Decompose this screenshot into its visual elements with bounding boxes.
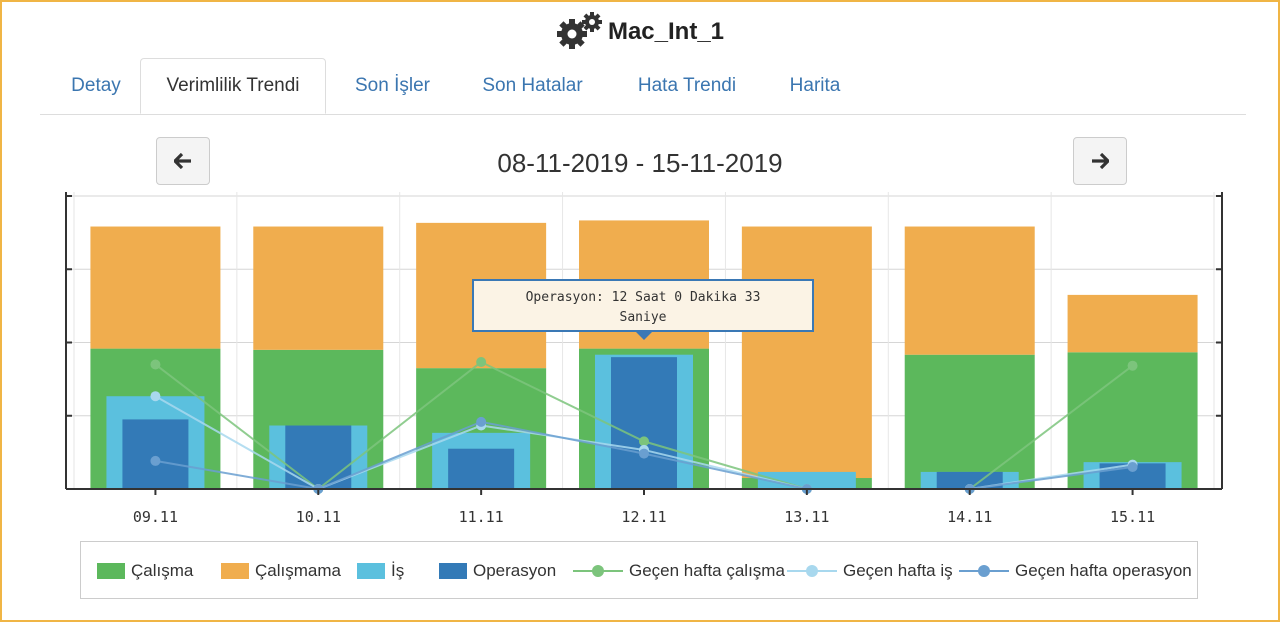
x-tick-label: 15.11	[1110, 508, 1155, 526]
legend-label: İş	[391, 561, 405, 580]
tooltip-line-2: Saniye	[619, 310, 667, 325]
line-gecen-hafta-calisma-point	[476, 357, 487, 368]
legend-swatch	[357, 563, 385, 579]
legend-item-gecen-hafta-is[interactable]: Geçen hafta iş	[787, 542, 953, 600]
tab-bar: Detay Verimlilik Trendi Son İşler Son Ha…	[40, 58, 1246, 115]
legend-label: Çalışma	[131, 561, 194, 580]
date-range: 08-11-2019 - 15-11-2019	[497, 148, 783, 178]
x-tick-label: 14.11	[947, 508, 992, 526]
tab-harita[interactable]: Harita	[789, 75, 841, 96]
machine-name: Mac_Int_1	[607, 18, 725, 45]
arrow-left-icon	[174, 153, 191, 169]
legend-label: Operasyon	[473, 561, 557, 580]
line-gecen-hafta-operasyon-point	[1127, 462, 1138, 473]
next-week-button[interactable]	[1073, 137, 1127, 185]
bar-operasyon	[611, 357, 677, 489]
tab-detay[interactable]: Detay	[71, 75, 121, 96]
bar-is	[757, 471, 856, 489]
tab-verimlilik-trendi[interactable]: Verimlilik Trendi	[140, 58, 326, 114]
legend-swatch	[97, 563, 125, 579]
line-gecen-hafta-operasyon-point	[150, 455, 161, 466]
line-gecen-hafta-calisma-point	[639, 436, 649, 447]
x-tick-label: 12.11	[621, 508, 666, 526]
gears-icon	[556, 12, 602, 49]
x-tick-label: 13.11	[784, 508, 829, 526]
line-gecen-hafta-is-point	[150, 391, 161, 402]
legend-item-calismama[interactable]: Çalışmama	[221, 542, 341, 600]
x-tick-label: 11.11	[459, 508, 504, 526]
line-gecen-hafta-calisma-point	[1127, 360, 1138, 371]
x-tick-label: 09.11	[133, 508, 178, 526]
bar-calismama	[741, 226, 872, 479]
machine-title: Mac_Int_1	[0, 12, 1280, 52]
tab-hata-trendi[interactable]: Hata Trendi	[637, 75, 737, 96]
bar-calismama	[90, 226, 221, 349]
chart-legend: Çalışma Çalışmama İş Operasyon Geçen haf…	[80, 541, 1198, 599]
legend-swatch	[573, 563, 623, 579]
legend-swatch	[439, 563, 467, 579]
legend-swatch	[959, 563, 1009, 579]
bar-operasyon	[285, 425, 352, 489]
tooltip-pointer	[634, 330, 654, 340]
line-gecen-hafta-calisma-point	[150, 359, 161, 370]
legend-label: Geçen hafta iş	[843, 561, 953, 580]
tab-son-isler[interactable]: Son İşler	[355, 75, 430, 96]
bar-calismama	[904, 226, 1035, 355]
bar-calisma	[904, 354, 1035, 489]
arrow-right-icon	[1092, 153, 1109, 169]
legend-swatch	[787, 563, 837, 579]
legend-item-is[interactable]: İş	[357, 542, 404, 600]
line-gecen-hafta-operasyon-point	[476, 416, 487, 427]
line-gecen-hafta-operasyon-point	[639, 448, 649, 459]
bar-operasyon	[448, 448, 515, 489]
legend-item-calisma[interactable]: Çalışma	[97, 542, 193, 600]
legend-item-operasyon[interactable]: Operasyon	[439, 542, 556, 600]
legend-label: Çalışmama	[255, 561, 341, 580]
bar-operasyon	[122, 419, 189, 489]
legend-label: Geçen hafta çalışma	[629, 561, 785, 580]
bar-calismama	[253, 226, 384, 350]
legend-label: Geçen hafta operasyon	[1015, 561, 1192, 580]
efficiency-trend-chart: 09.11 10.11 11.11 12.11 13.11 14.11 15.11	[65, 192, 1223, 526]
legend-item-gecen-hafta-operasyon[interactable]: Geçen hafta operasyon	[959, 542, 1192, 600]
bar-calismama	[1067, 294, 1198, 353]
legend-item-gecen-hafta-calisma[interactable]: Geçen hafta çalışma	[573, 542, 785, 600]
legend-swatch	[221, 563, 249, 579]
tooltip-line-1: Operasyon: 12 Saat 0 Dakika 33	[525, 290, 761, 305]
tab-son-hatalar[interactable]: Son Hatalar	[482, 75, 583, 96]
chart-tooltip: Operasyon: 12 Saat 0 Dakika 33 Saniye	[472, 279, 814, 332]
x-tick-label: 10.11	[296, 508, 341, 526]
previous-week-button[interactable]	[156, 137, 210, 185]
